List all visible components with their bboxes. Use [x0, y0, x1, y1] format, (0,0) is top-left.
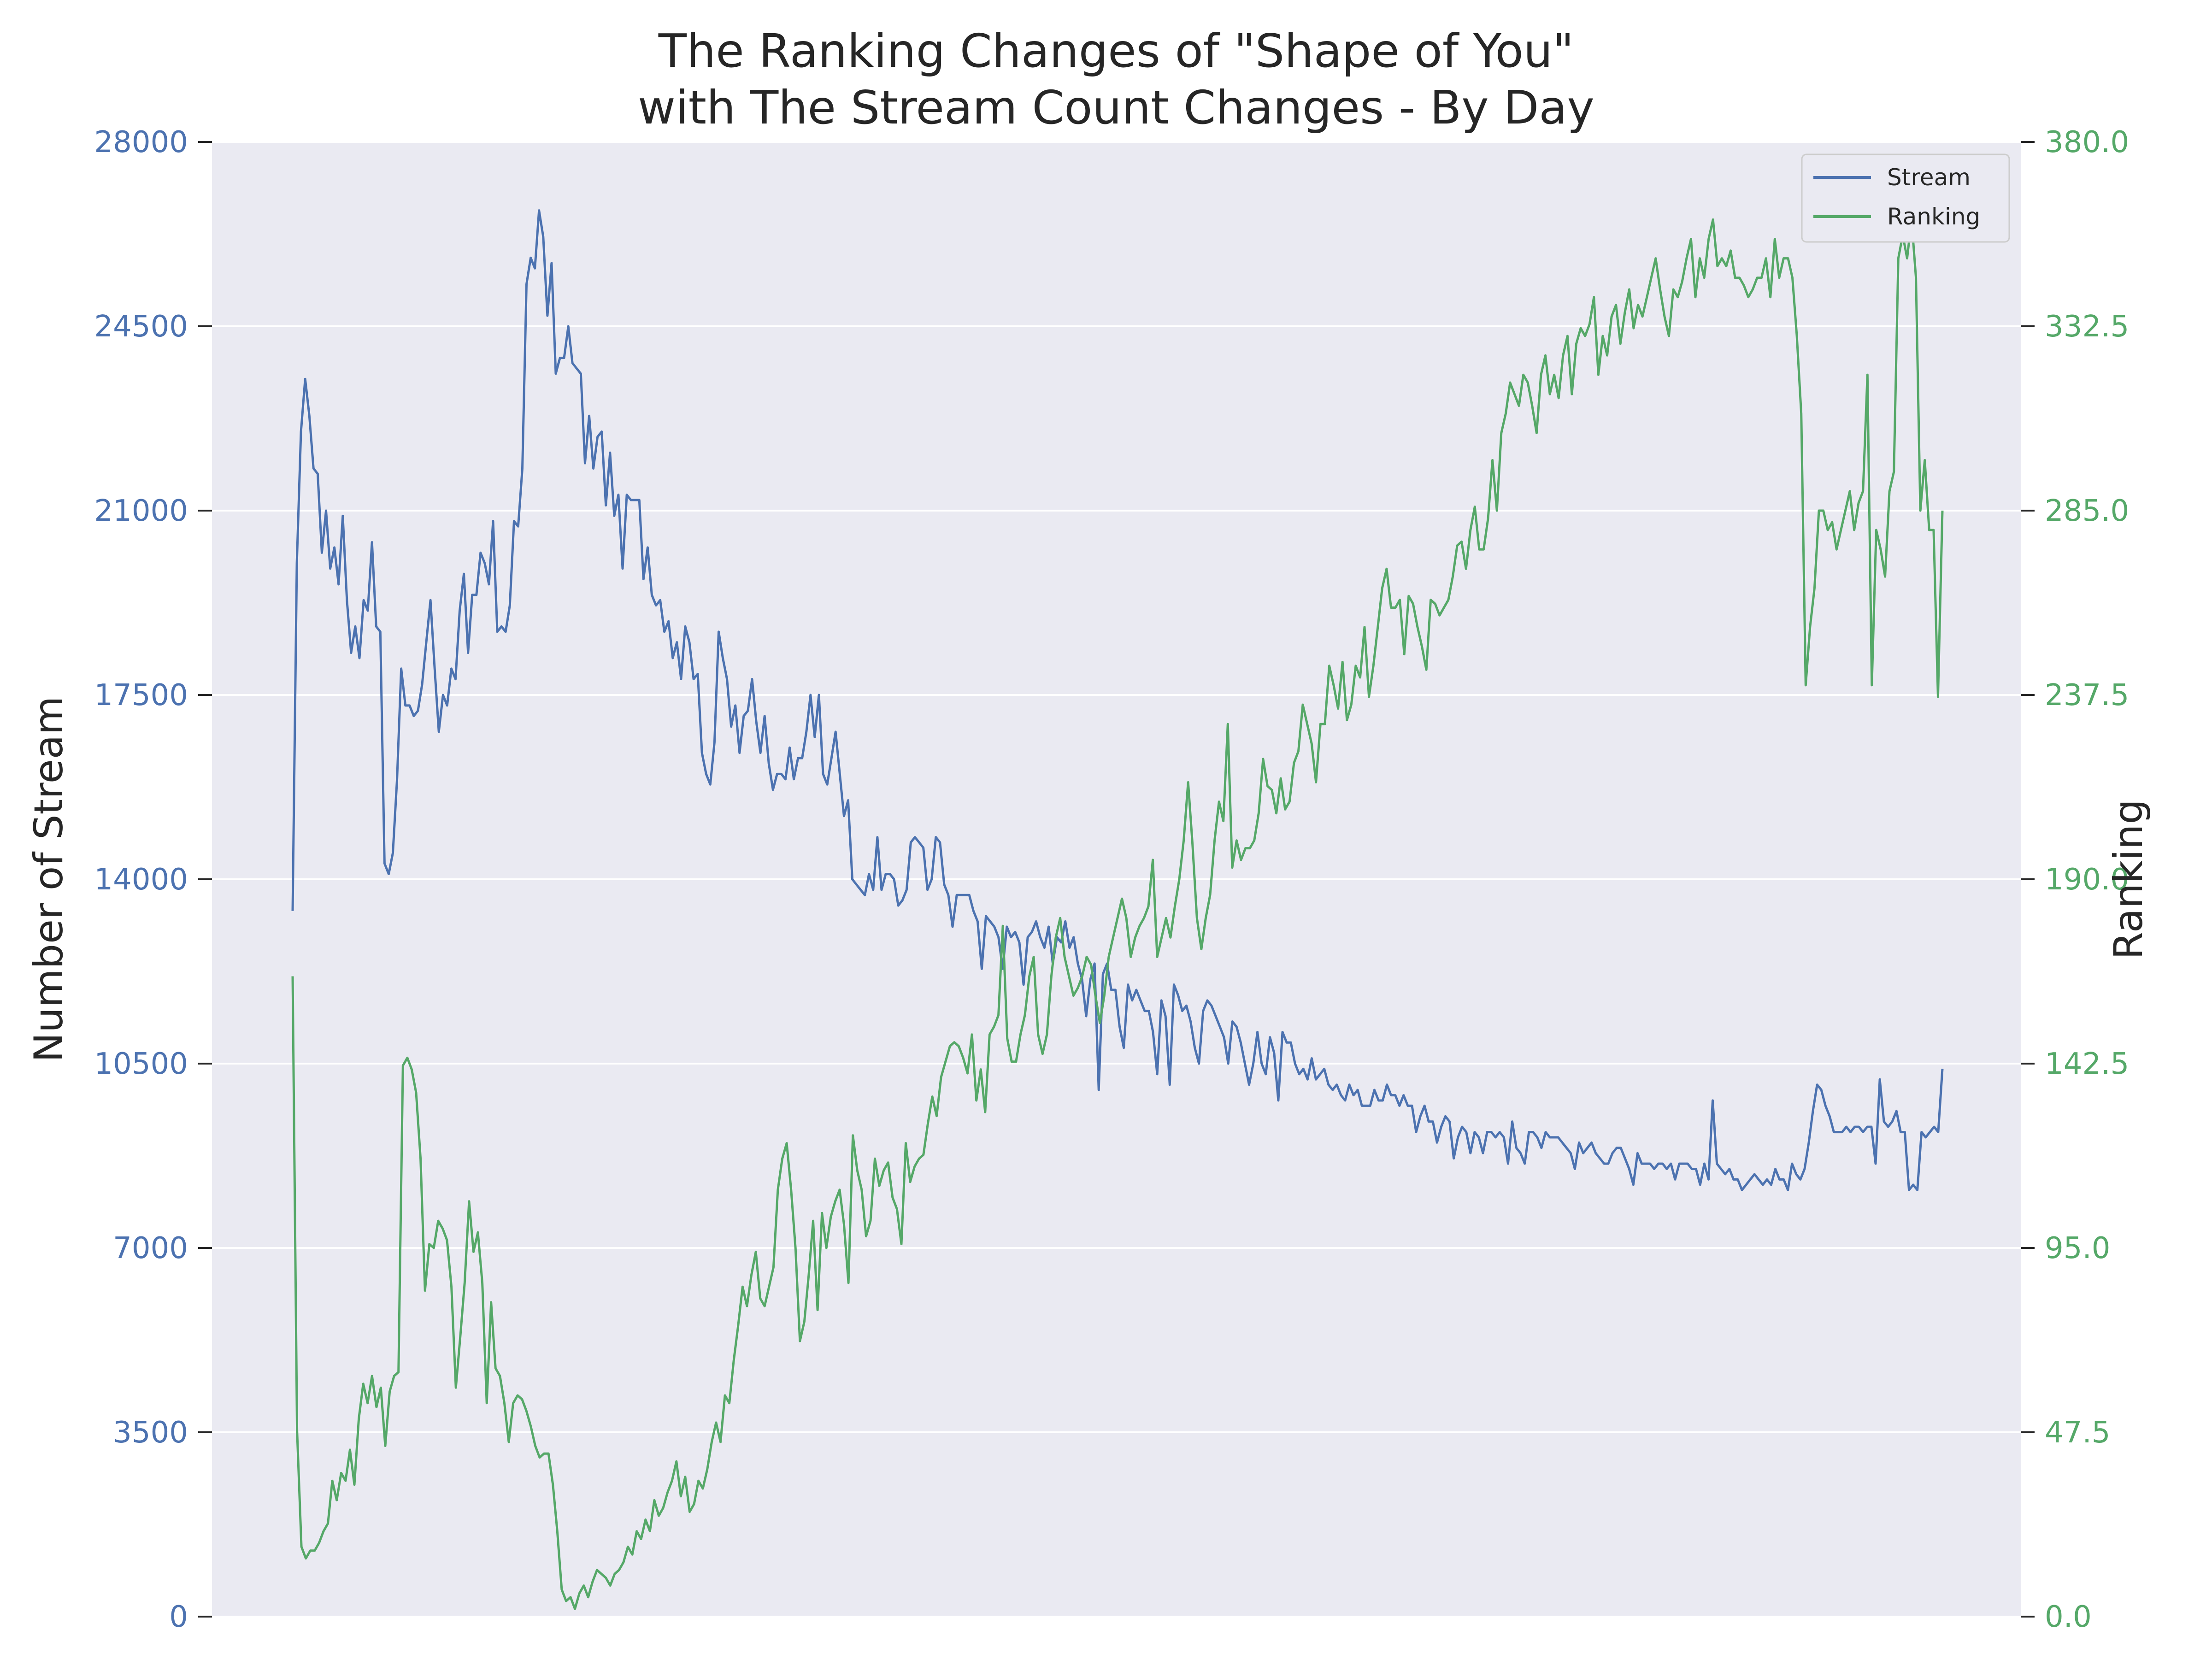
right-y-axis-label: Ranking [2106, 799, 2152, 959]
series-line-ranking [291, 218, 1944, 1610]
left-tick-label: 0 [169, 1600, 188, 1634]
grid [212, 141, 2021, 1618]
legend-ranking-label: Ranking [1887, 203, 1980, 230]
left-tick-label: 21000 [94, 494, 188, 528]
right-tick-label: 95.0 [2045, 1231, 2111, 1265]
left-y-ticks: 0 3500 7000 10500 14000 17500 21000 24500 28000 [94, 125, 212, 1634]
right-tick-label: 142.5 [2045, 1047, 2129, 1081]
right-tick-label: 237.5 [2045, 678, 2129, 712]
left-tick-label: 7000 [113, 1231, 188, 1265]
legend: Stream Ranking [1801, 153, 2010, 243]
series-line-stream [291, 209, 1944, 1191]
right-tick-label: 0.0 [2045, 1600, 2092, 1634]
left-tick-label: 3500 [113, 1416, 188, 1450]
left-y-axis-label: Number of Stream [26, 696, 72, 1062]
right-tick-label: 332.5 [2045, 310, 2129, 344]
left-tick-label: 10500 [94, 1047, 188, 1081]
left-tick-label: 28000 [94, 125, 188, 159]
left-tick-label: 17500 [94, 678, 188, 712]
right-tick-label: 190.0 [2045, 863, 2129, 897]
right-tick-label: 47.5 [2045, 1416, 2111, 1450]
right-tick-label: 380.0 [2045, 125, 2129, 159]
legend-stream-label: Stream [1887, 164, 1971, 191]
series-layer [291, 209, 1944, 1610]
right-y-ticks: 0.0 47.5 95.0 142.5 190.0 237.5 285.0 332.5 380.… [2021, 125, 2129, 1634]
chart-title-line2: with The Stream Count Changes - By Day [638, 81, 1594, 135]
chart-title-line1: The Ranking Changes of "Shape of You" [658, 24, 1574, 78]
right-tick-label: 285.0 [2045, 494, 2129, 528]
left-tick-label: 24500 [94, 310, 188, 344]
left-tick-label: 14000 [94, 863, 188, 897]
